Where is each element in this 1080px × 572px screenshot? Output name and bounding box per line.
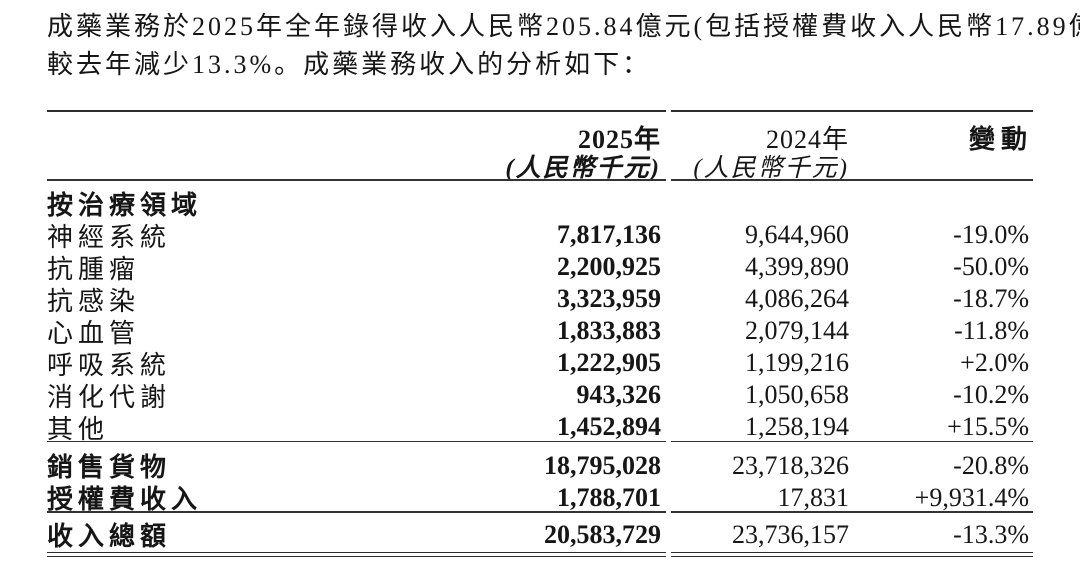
value-2024: 1,258,194 <box>745 412 849 442</box>
value-change: -20.8% <box>953 450 1029 480</box>
table-bottom-rule <box>47 552 1033 557</box>
value-2025: 20,583,729 <box>544 519 661 549</box>
value-2025: 7,817,136 <box>557 220 661 250</box>
row-label: 呼吸系統 <box>47 350 172 380</box>
value-2025: 3,323,959 <box>557 284 661 314</box>
value-2024: 23,718,326 <box>732 450 849 480</box>
column-unit-2025: (人民幣千元) <box>505 155 661 182</box>
value-change: -13.3% <box>953 519 1029 549</box>
value-2024: 17,831 <box>777 482 850 512</box>
table-row: 心血管 1,833,883 2,079,144 -11.8% <box>47 313 1033 348</box>
row-label: 神經系統 <box>47 222 172 252</box>
value-2024: 4,086,264 <box>745 284 849 314</box>
intro-line-1: 成藥業務於2025年全年錄得收入人民幣205.84億元(包括授權費收入人民幣17… <box>47 12 1080 41</box>
row-label: 心血管 <box>47 318 141 348</box>
total-top-rule <box>47 511 1033 514</box>
row-label: 抗感染 <box>47 286 141 316</box>
value-2024: 1,050,658 <box>745 380 849 410</box>
column-header-2024: 2024年 <box>765 125 849 154</box>
table-top-rule <box>47 110 1033 112</box>
intro-paragraph: 成藥業務於2025年全年錄得收入人民幣205.84億元(包括授權費收入人民幣17… <box>47 8 1080 84</box>
section-label: 按治療領域 <box>47 190 203 220</box>
value-2025: 1,452,894 <box>557 412 661 442</box>
value-2024: 2,079,144 <box>745 316 849 346</box>
value-2025: 1,222,905 <box>557 348 661 378</box>
row-label: 抗腫瘤 <box>47 254 141 284</box>
table-header: 2025年 2024年 變動 (人民幣千元) (人民幣千元) <box>47 112 1033 182</box>
row-label: 授權費收入 <box>47 485 203 515</box>
row-label: 收入總額 <box>47 522 172 552</box>
value-change: +2.0% <box>960 348 1029 378</box>
subtotal-top-rule <box>47 440 1033 443</box>
value-2024: 9,644,960 <box>745 220 849 250</box>
value-2025: 1,788,701 <box>557 482 661 512</box>
subtotal-section: 銷售貨物 18,795,028 23,718,326 -20.8% 授權費收入 … <box>47 442 1033 515</box>
value-change: -11.8% <box>954 316 1029 346</box>
column-unit-2024: (人民幣千元) <box>693 155 849 182</box>
table-row: 銷售貨物 18,795,028 23,718,326 -20.8% <box>47 447 1033 483</box>
column-header-change: 變動 <box>968 125 1033 154</box>
value-2025: 2,200,925 <box>557 252 661 282</box>
table-row: 其他 1,452,894 1,258,194 +15.5% <box>47 409 1033 444</box>
value-2024: 4,399,890 <box>745 252 849 282</box>
total-section: 收入總額 20,583,729 23,736,157 -13.3% <box>47 513 1033 552</box>
value-change: -19.0% <box>953 220 1029 250</box>
value-change: +15.5% <box>947 412 1029 442</box>
therapy-area-section: 按治療領域 神經系統 7,817,136 9,644,960 -19.0% 抗腫… <box>47 181 1033 444</box>
revenue-analysis-table: 2025年 2024年 變動 (人民幣千元) (人民幣千元) 按治療領域 神經系… <box>47 110 1033 557</box>
row-label: 銷售貨物 <box>47 453 172 483</box>
intro-line-2: 較去年減少13.3%。成藥業務收入的分析如下： <box>47 50 652 79</box>
value-2024: 23,736,157 <box>732 519 849 549</box>
value-change: -10.2% <box>953 380 1029 410</box>
total-row: 收入總額 20,583,729 23,736,157 -13.3% <box>47 516 1033 552</box>
section-header-row: 按治療領域 <box>47 185 1033 220</box>
value-2024: 1,199,216 <box>745 348 849 378</box>
header-bottom-rule <box>47 179 1033 181</box>
value-change: -50.0% <box>953 252 1029 282</box>
value-2025: 18,795,028 <box>544 450 661 480</box>
value-change: +9,931.4% <box>914 482 1029 512</box>
table-row: 抗腫瘤 2,200,925 4,399,890 -50.0% <box>47 249 1033 284</box>
table-row: 消化代謝 943,326 1,050,658 -10.2% <box>47 377 1033 412</box>
table-row: 授權費收入 1,788,701 17,831 +9,931.4% <box>47 479 1033 515</box>
value-2025: 1,833,883 <box>557 316 661 346</box>
value-change: -18.7% <box>953 284 1029 314</box>
table-row: 抗感染 3,323,959 4,086,264 -18.7% <box>47 281 1033 316</box>
value-2025: 943,326 <box>576 380 662 410</box>
row-label: 其他 <box>47 414 110 444</box>
table-row: 神經系統 7,817,136 9,644,960 -19.0% <box>47 217 1033 252</box>
row-label: 消化代謝 <box>47 382 172 412</box>
table-row: 呼吸系統 1,222,905 1,199,216 +2.0% <box>47 345 1033 380</box>
column-header-2025: 2025年 <box>577 125 661 154</box>
